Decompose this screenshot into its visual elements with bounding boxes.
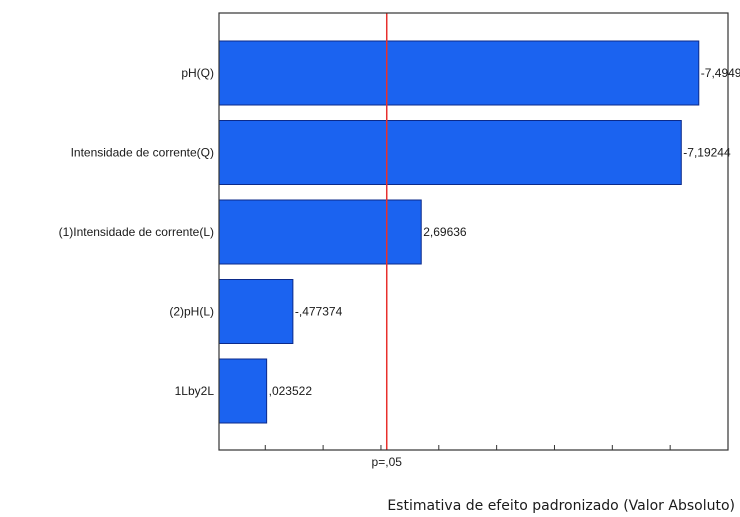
bar bbox=[218, 199, 422, 265]
bars-group bbox=[218, 40, 700, 424]
category-label: (1)Intensidade de corrente(L) bbox=[59, 225, 214, 239]
bar bbox=[218, 279, 294, 344]
category-label: pH(Q) bbox=[181, 66, 214, 80]
plot-frame bbox=[218, 12, 729, 451]
value-label: ,023522 bbox=[269, 384, 313, 398]
bar bbox=[218, 120, 682, 185]
category-label: 1Lby2L bbox=[175, 384, 215, 398]
reference-line-label: p=,05 bbox=[372, 455, 403, 469]
value-label: -7,19244 bbox=[683, 146, 731, 160]
bar bbox=[218, 40, 700, 106]
value-labels: -7,49493 -7,19244 2,69636 -,477374 ,023522 bbox=[269, 66, 740, 398]
x-axis-ticks bbox=[264, 445, 729, 450]
value-label: 2,69636 bbox=[423, 225, 467, 239]
value-label: -,477374 bbox=[295, 305, 343, 319]
category-labels: pH(Q) Intensidade de corrente(Q) (1)Intens… bbox=[59, 66, 215, 398]
x-axis-label: Estimativa de efeito padronizado (Valor … bbox=[387, 498, 735, 514]
category-label: (2)pH(L) bbox=[169, 305, 214, 319]
value-label: -7,49493 bbox=[701, 66, 740, 80]
bar bbox=[218, 358, 268, 424]
category-label: Intensidade de corrente(Q) bbox=[71, 146, 214, 160]
